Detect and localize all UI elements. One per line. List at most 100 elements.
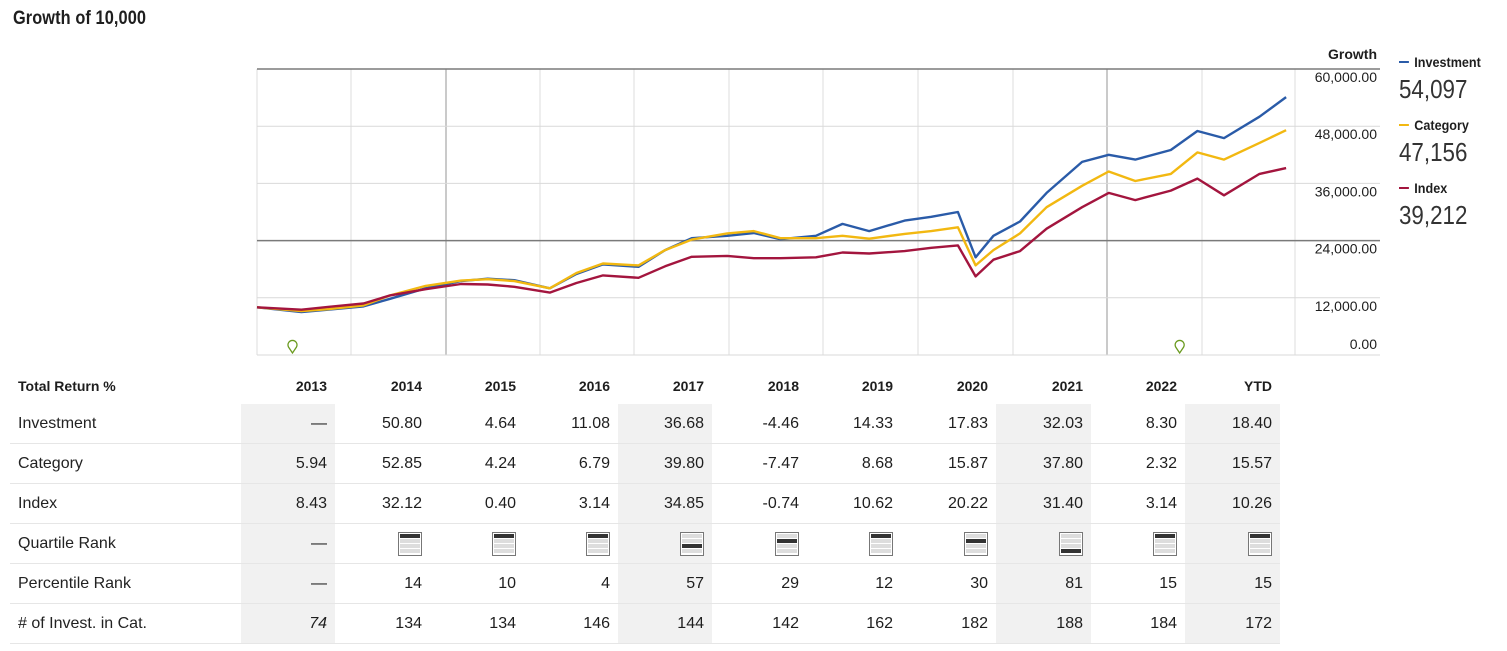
- y-tick-label: 12,000.00: [1315, 298, 1377, 314]
- quartile-rank-icon: [775, 531, 799, 556]
- table-cell: 188: [996, 603, 1091, 644]
- legend-category-value: 47,156: [1399, 137, 1468, 167]
- table-cell: 50.80: [335, 404, 430, 444]
- table-cell: 81: [996, 563, 1091, 604]
- event-marker-icon[interactable]: [1174, 339, 1185, 355]
- growth-axis-header: Growth: [1328, 46, 1377, 62]
- legend-item-category[interactable]: Category 47,156: [1399, 117, 1505, 168]
- table-cell: 30: [901, 563, 996, 604]
- legend-index-label: Index: [1414, 180, 1448, 196]
- table-cell: 39.80: [618, 443, 712, 484]
- y-tick-label: 24,000.00: [1315, 241, 1377, 257]
- table-cell: 10: [430, 563, 524, 604]
- quartile-rank-icon: [1248, 531, 1272, 556]
- table-cell: -0.74: [712, 483, 807, 524]
- table-cell: 0.40: [430, 483, 524, 524]
- series-line-category: [256, 129, 1287, 313]
- quartile-rank-icon: [1059, 531, 1083, 556]
- quartile-rank-icon: [398, 531, 422, 556]
- table-row: Investment —50.80 4.64 11.08 36.68 -4.46 14.33…: [10, 404, 1280, 444]
- table-cell: [712, 523, 807, 564]
- table-cell: —: [241, 523, 335, 564]
- table-cell: —: [241, 563, 335, 604]
- y-tick-label: 48,000.00: [1315, 126, 1377, 142]
- row-label: Index: [10, 483, 241, 524]
- table-cell: 15: [1091, 563, 1185, 604]
- year-header: 2018: [767, 378, 799, 394]
- quartile-rank-icon: [1153, 531, 1177, 556]
- legend-investment-swatch: [1399, 61, 1409, 63]
- table-row: Quartile Rank —: [10, 523, 1280, 564]
- year-header: 2016: [578, 378, 610, 394]
- chart-title: Growth of 10,000: [13, 8, 147, 29]
- table-cell: 2.32: [1091, 443, 1185, 484]
- y-tick-label: 60,000.00: [1315, 69, 1377, 85]
- row-label: Quartile Rank: [10, 523, 241, 564]
- table-cell: 4: [524, 563, 618, 604]
- table-cell: 11.08: [524, 404, 618, 444]
- quartile-rank-icon: [492, 531, 516, 556]
- table-cell: [807, 523, 901, 564]
- table-cell: 31.40: [996, 483, 1091, 524]
- legend: Investment 54,097 Category 47,156 Index …: [1399, 54, 1505, 243]
- year-header: 2017: [672, 378, 704, 394]
- table-cell: 162: [807, 603, 901, 644]
- row-label: Investment: [10, 404, 241, 444]
- table-cell: 172: [1185, 603, 1280, 644]
- quartile-rank-icon: [586, 531, 610, 556]
- table-cell: 34.85: [618, 483, 712, 524]
- table-cell: 10.62: [807, 483, 901, 524]
- table-cell: 134: [430, 603, 524, 644]
- table-cell: [901, 523, 996, 564]
- table-cell: 15: [1185, 563, 1280, 604]
- table-cell: 15.57: [1185, 443, 1280, 484]
- table-row: Index 8.43 32.12 0.40 3.14 34.85 -0.74 10.62 20.…: [10, 483, 1280, 524]
- legend-index-value: 39,212: [1399, 200, 1468, 230]
- returns-table: Total Return % 2013 2014 2015 2016 2017 2018 20…: [10, 368, 1280, 644]
- quartile-rank-icon: [869, 531, 893, 556]
- year-header: 2019: [861, 378, 893, 394]
- legend-index-swatch: [1399, 187, 1409, 189]
- table-cell: 32.12: [335, 483, 430, 524]
- legend-investment-label: Investment: [1414, 54, 1481, 70]
- table-cell: 3.14: [1091, 483, 1185, 524]
- table-cell: 6.79: [524, 443, 618, 484]
- legend-item-investment[interactable]: Investment 54,097: [1399, 54, 1505, 105]
- table-cell: 184: [1091, 603, 1185, 644]
- table-cell: 74: [241, 603, 335, 644]
- table-cell: 144: [618, 603, 712, 644]
- event-marker-icon[interactable]: [287, 339, 298, 355]
- table-cell: 4.24: [430, 443, 524, 484]
- table-cell: 12: [807, 563, 901, 604]
- table-cell: 18.40: [1185, 404, 1280, 444]
- year-header: 2021: [1051, 378, 1083, 394]
- table-cell: 142: [712, 603, 807, 644]
- table-cell: [618, 523, 712, 564]
- legend-item-index[interactable]: Index 39,212: [1399, 180, 1505, 231]
- table-cell: 8.30: [1091, 404, 1185, 444]
- y-tick-label: 36,000.00: [1315, 183, 1377, 199]
- table-cell: 36.68: [618, 404, 712, 444]
- table-cell: 14: [335, 563, 430, 604]
- legend-category-label: Category: [1414, 117, 1469, 133]
- table-cell: 17.83: [901, 404, 996, 444]
- table-cell: -7.47: [712, 443, 807, 484]
- table-cell: 15.87: [901, 443, 996, 484]
- table-cell: 3.14: [524, 483, 618, 524]
- year-header: 2020: [956, 378, 988, 394]
- table-cell: 57: [618, 563, 712, 604]
- table-cell: [996, 523, 1091, 564]
- table-cell: [1091, 523, 1185, 564]
- series-line-index: [256, 166, 1287, 311]
- year-header: 2014: [390, 378, 422, 394]
- table-cell: 8.68: [807, 443, 901, 484]
- quartile-rank-icon: [964, 531, 988, 556]
- row-label: Category: [10, 443, 241, 484]
- table-cell: 52.85: [335, 443, 430, 484]
- table-cell: 37.80: [996, 443, 1091, 484]
- table-cell: [1185, 523, 1280, 564]
- table-cell: 146: [524, 603, 618, 644]
- table-header-label: Total Return %: [18, 378, 116, 394]
- quartile-rank-icon: [680, 531, 704, 556]
- year-header: 2013: [295, 378, 327, 394]
